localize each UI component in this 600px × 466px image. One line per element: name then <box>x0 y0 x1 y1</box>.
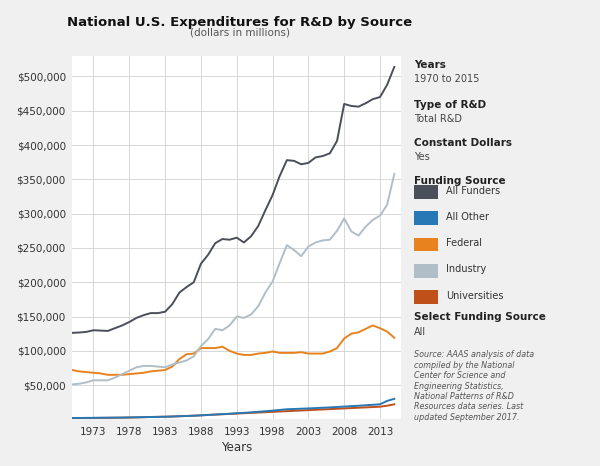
Text: Years: Years <box>414 60 446 69</box>
FancyBboxPatch shape <box>414 264 439 278</box>
Text: All: All <box>414 327 426 337</box>
X-axis label: Years: Years <box>221 441 253 454</box>
Text: Industry: Industry <box>446 264 486 274</box>
Text: Select Funding Source: Select Funding Source <box>414 312 546 322</box>
FancyBboxPatch shape <box>414 238 439 252</box>
Text: 1970 to 2015: 1970 to 2015 <box>414 74 479 84</box>
Text: Funding Source: Funding Source <box>414 176 506 186</box>
FancyBboxPatch shape <box>414 185 439 199</box>
Text: Total R&D: Total R&D <box>414 114 462 124</box>
Text: All Funders: All Funders <box>446 186 500 196</box>
Text: All Other: All Other <box>446 212 489 222</box>
Text: National U.S. Expenditures for R&D by Source: National U.S. Expenditures for R&D by So… <box>67 16 413 29</box>
Text: Constant Dollars: Constant Dollars <box>414 138 512 148</box>
FancyBboxPatch shape <box>414 290 439 304</box>
Text: Federal: Federal <box>446 238 482 248</box>
Text: Universities: Universities <box>446 290 503 301</box>
FancyBboxPatch shape <box>414 212 439 225</box>
Text: (dollars in millions): (dollars in millions) <box>190 28 290 38</box>
Text: Type of R&D: Type of R&D <box>414 100 486 110</box>
Text: Yes: Yes <box>414 152 430 162</box>
Text: Source: AAAS analysis of data
compiled by the National
Center for Science and
En: Source: AAAS analysis of data compiled b… <box>414 350 534 422</box>
